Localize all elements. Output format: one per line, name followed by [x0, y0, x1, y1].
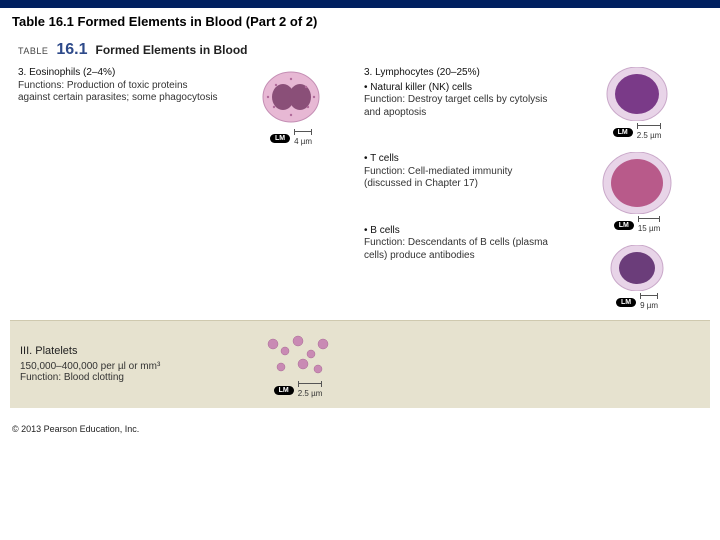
- lymphocyte-image: LM 2.5 µm: [562, 67, 712, 140]
- lym-name: Lymphocytes (20–25%): [375, 67, 480, 78]
- lym-func: Function: Descendants of B cells (plasma…: [364, 237, 554, 262]
- lym-scale: 2.5 µm: [637, 125, 662, 140]
- lym-bullet: • B cells: [364, 225, 554, 238]
- platelets-icon: [253, 329, 343, 379]
- table-label: TABLE: [18, 46, 48, 56]
- lymphocyte-item: • T cellsFunction: Cell-mediated immunit…: [364, 153, 554, 191]
- platelets-image: LM 2.5 µm: [228, 329, 368, 398]
- table-header: TABLE 16.1 Formed Elements in Blood: [10, 37, 710, 67]
- cell-icon: [597, 67, 677, 121]
- plt-count: 150,000–400,000 per µl or mm³: [20, 361, 220, 372]
- lym-scale: 15 µm: [638, 218, 660, 233]
- platelets-text: III. Platelets 150,000–400,000 per µl or…: [20, 345, 220, 383]
- table-title: Formed Elements in Blood: [95, 43, 247, 57]
- cell-icon: [597, 245, 677, 291]
- eosinophils-text: 3. Eosinophils (2–4%) Functions: Product…: [18, 67, 218, 310]
- lm-badge: LM: [616, 298, 636, 307]
- cell-icon: [597, 152, 677, 214]
- lymphocyte-image: LM 9 µm: [562, 245, 712, 310]
- lm-badge: LM: [274, 386, 294, 395]
- lm-row: LM 2.5 µm: [562, 125, 712, 140]
- slide-title: Table 16.1 Formed Elements in Blood (Par…: [0, 8, 720, 33]
- plt-scale: 2.5 µm: [298, 383, 323, 398]
- lym-bullet: • T cells: [364, 153, 554, 166]
- lym-bullet: • Natural killer (NK) cells: [364, 82, 554, 95]
- lm-badge: LM: [270, 134, 290, 143]
- lm-badge: LM: [613, 128, 633, 137]
- plt-heading: III. Platelets: [20, 345, 220, 357]
- plt-lm-row: LM 2.5 µm: [228, 383, 368, 398]
- eos-scale: 4 µm: [294, 131, 312, 146]
- eos-num: 3.: [18, 67, 26, 78]
- lym-num: 3.: [364, 67, 372, 78]
- eosinophil-icon: [256, 67, 326, 127]
- lymphocyte-item: • Natural killer (NK) cellsFunction: Des…: [364, 82, 554, 120]
- plt-func: Function: Blood clotting: [20, 372, 220, 383]
- lm-badge: LM: [614, 221, 634, 230]
- lym-func: Function: Cell-mediated immunity (discus…: [364, 166, 554, 191]
- platelets-section: III. Platelets 150,000–400,000 per µl or…: [10, 320, 710, 408]
- lym-func: Function: Destroy target cells by cytoly…: [364, 94, 554, 119]
- copyright: © 2013 Pearson Education, Inc.: [0, 408, 720, 434]
- lymphocyte-image: LM 15 µm: [562, 152, 712, 233]
- lymphocyte-images: LM 2.5 µm LM 15 µm LM 9 µm: [562, 67, 712, 310]
- lymphocyte-item: • B cellsFunction: Descendants of B cell…: [364, 225, 554, 263]
- main-row: 3. Eosinophils (2–4%) Functions: Product…: [10, 67, 710, 310]
- lm-row: LM 15 µm: [562, 218, 712, 233]
- eos-lm-row: LM 4 µm: [226, 131, 356, 146]
- lm-row: LM 9 µm: [562, 295, 712, 310]
- eosinophil-image: LM 4 µm: [226, 67, 356, 310]
- eos-func: Functions: Production of toxic proteins …: [18, 80, 218, 104]
- eos-name: Eosinophils (2–4%): [29, 67, 115, 78]
- content-area: TABLE 16.1 Formed Elements in Blood 3. E…: [10, 37, 710, 408]
- title-bar: [0, 0, 720, 8]
- lymphocytes-col: 3. Lymphocytes (20–25%) • Natural killer…: [364, 67, 554, 310]
- lym-scale: 9 µm: [640, 295, 658, 310]
- table-number: 16.1: [56, 41, 87, 59]
